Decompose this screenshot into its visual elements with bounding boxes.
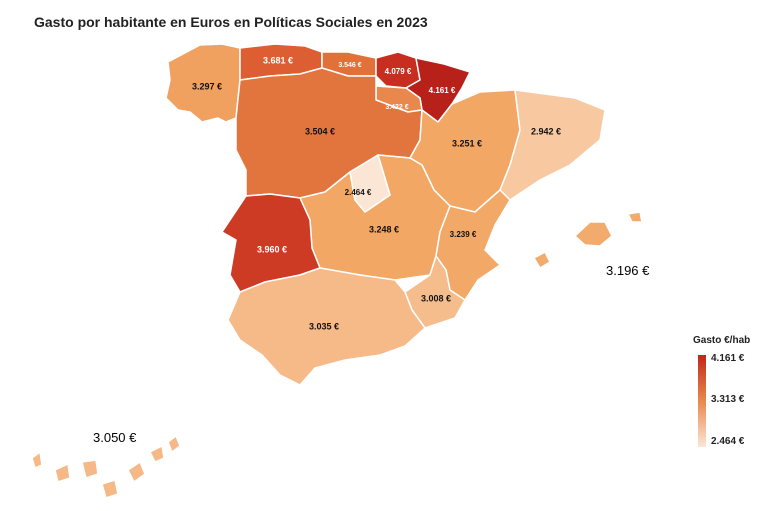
label-castilla-y-leon: 3.504 € — [305, 126, 335, 136]
label-comunidad-valenciana: 3.239 € — [450, 230, 477, 239]
label-cantabria: 3.546 € — [338, 62, 361, 69]
region-canarias[interactable] — [31, 435, 181, 499]
legend-color-bar — [698, 355, 706, 447]
label-extremadura: 3.960 € — [257, 244, 287, 254]
label-andalucia: 3.035 € — [309, 321, 339, 331]
legend-mid-label: 3.313 € — [711, 394, 745, 405]
label-aragon: 3.251 € — [452, 138, 482, 148]
region-madrid[interactable] — [349, 154, 391, 213]
region-galicia[interactable] — [165, 43, 241, 123]
label-galicia: 3.297 € — [192, 81, 222, 91]
legend-min-label: 2.464 € — [711, 436, 745, 447]
label-illes-balears: 3.196 € — [606, 263, 650, 278]
label-la-rioja: 3.422 € — [385, 104, 408, 111]
map-title: Gasto por habitante en Euros en Política… — [34, 14, 428, 30]
region-cataluna[interactable] — [499, 89, 606, 201]
label-canarias: 3.050 € — [93, 430, 137, 445]
legend-title: Gasto €/hab — [693, 335, 751, 346]
label-asturias: 3.681 € — [263, 55, 293, 65]
label-castilla-la-mancha: 3.248 € — [369, 224, 399, 234]
region-illes-balears[interactable] — [533, 211, 643, 269]
legend-max-label: 4.161 € — [711, 353, 745, 364]
label-murcia: 3.008 € — [421, 293, 451, 303]
region-andalucia[interactable] — [227, 267, 426, 386]
label-pais-vasco: 4.079 € — [385, 67, 412, 76]
label-navarra: 4.161 € — [429, 86, 456, 95]
label-madrid: 2.464 € — [345, 188, 372, 197]
label-cataluna: 2.942 € — [531, 126, 561, 136]
